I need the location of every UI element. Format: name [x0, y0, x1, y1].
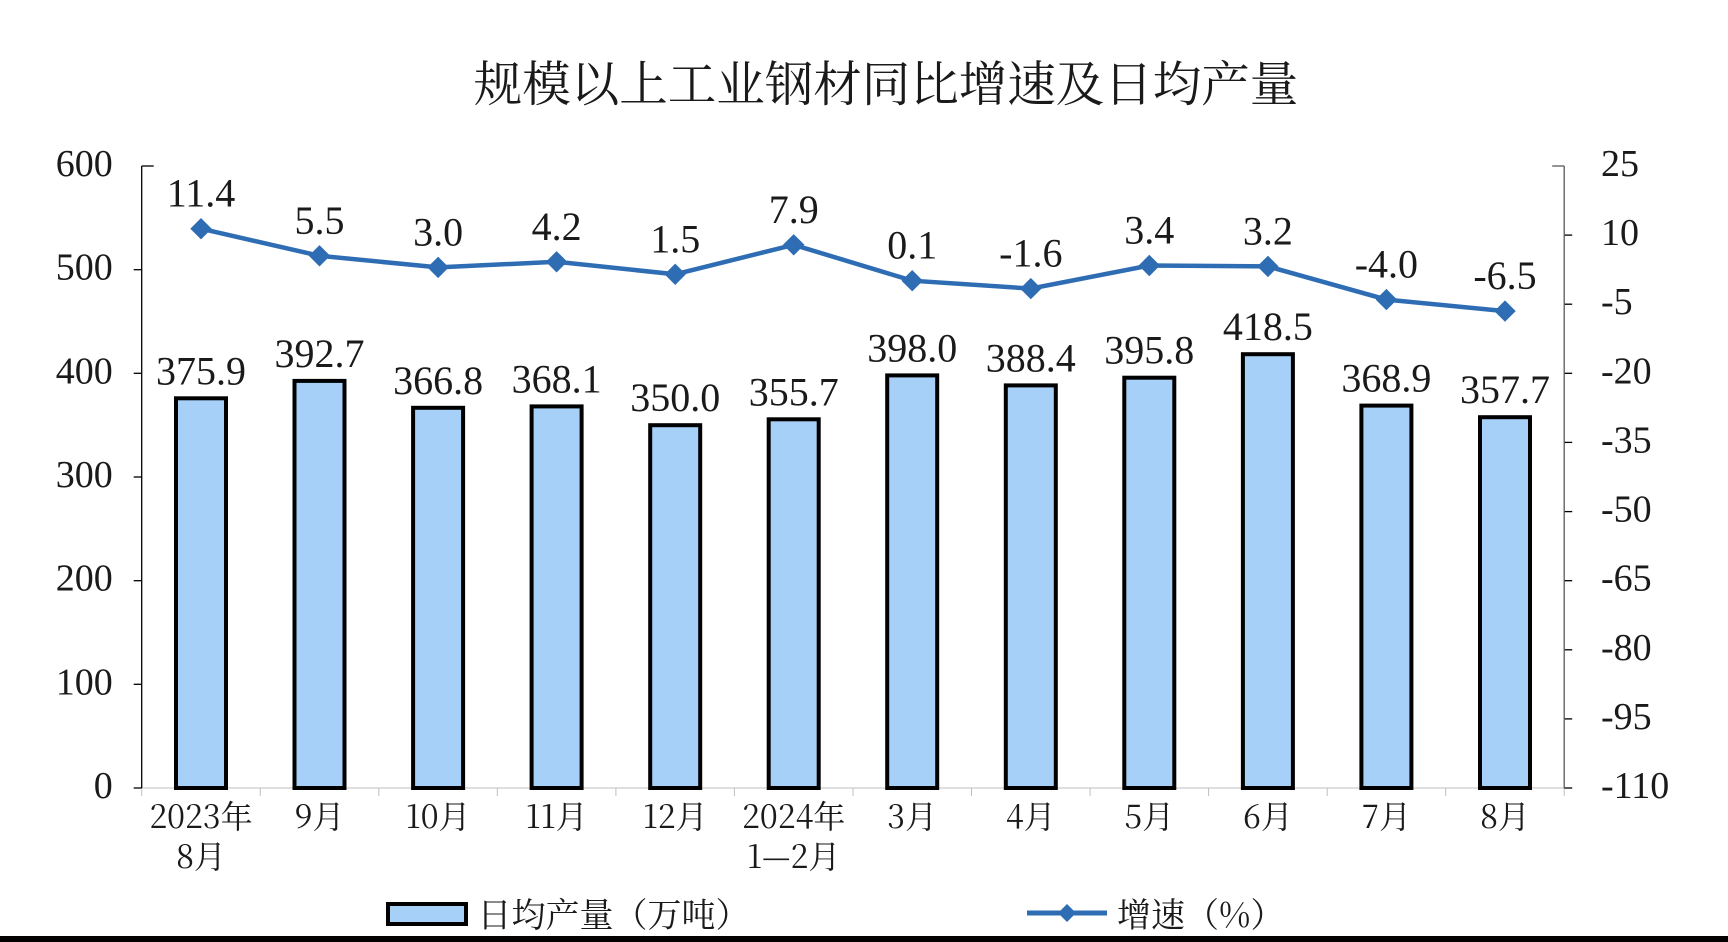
- svg-text:7.9: 7.9: [769, 187, 819, 232]
- svg-text:10月: 10月: [406, 792, 471, 838]
- svg-text:25: 25: [1601, 143, 1639, 185]
- svg-text:11月: 11月: [526, 792, 588, 838]
- svg-text:392.7: 392.7: [275, 331, 365, 376]
- svg-text:200: 200: [56, 558, 113, 600]
- svg-text:400: 400: [56, 350, 113, 392]
- svg-text:10: 10: [1601, 212, 1639, 254]
- svg-text:1.5: 1.5: [650, 216, 700, 261]
- svg-text:-35: -35: [1601, 419, 1652, 461]
- svg-text:368.1: 368.1: [512, 356, 602, 401]
- svg-text:11.4: 11.4: [167, 171, 236, 216]
- svg-text:388.4: 388.4: [986, 335, 1076, 380]
- svg-text:-95: -95: [1601, 696, 1652, 738]
- svg-text:6月: 6月: [1243, 792, 1293, 838]
- svg-text:-6.5: -6.5: [1473, 253, 1536, 298]
- svg-text:3.2: 3.2: [1243, 208, 1293, 253]
- svg-text:355.7: 355.7: [749, 369, 839, 414]
- svg-text:350.0: 350.0: [630, 375, 720, 420]
- svg-text:500: 500: [56, 247, 113, 289]
- svg-text:300: 300: [56, 454, 113, 496]
- svg-text:366.8: 366.8: [393, 358, 483, 403]
- svg-text:12月: 12月: [643, 792, 708, 838]
- svg-text:4.2: 4.2: [532, 204, 582, 249]
- svg-text:0.1: 0.1: [887, 223, 937, 268]
- svg-text:-4.0: -4.0: [1355, 242, 1418, 287]
- svg-text:368.9: 368.9: [1341, 356, 1431, 401]
- svg-text:9月: 9月: [295, 792, 345, 838]
- svg-text:357.7: 357.7: [1460, 367, 1550, 412]
- svg-text:375.9: 375.9: [156, 348, 246, 393]
- svg-text:3月: 3月: [887, 792, 937, 838]
- svg-text:418.5: 418.5: [1223, 304, 1313, 349]
- svg-text:8月: 8月: [1480, 792, 1530, 838]
- svg-text:-80: -80: [1601, 627, 1652, 669]
- svg-text:-50: -50: [1601, 489, 1652, 531]
- svg-text:8月: 8月: [176, 832, 226, 878]
- svg-text:100: 100: [56, 661, 113, 703]
- svg-text:3.0: 3.0: [413, 209, 463, 254]
- svg-text:395.8: 395.8: [1104, 328, 1194, 373]
- svg-text:398.0: 398.0: [867, 325, 957, 370]
- svg-text:3.4: 3.4: [1124, 208, 1174, 253]
- svg-text:600: 600: [56, 143, 113, 185]
- svg-text:-5: -5: [1601, 281, 1633, 323]
- svg-text:-65: -65: [1601, 558, 1652, 600]
- svg-text:5.5: 5.5: [295, 198, 345, 243]
- svg-text:-20: -20: [1601, 350, 1652, 392]
- svg-text:0: 0: [94, 765, 113, 807]
- svg-text:5月: 5月: [1124, 792, 1174, 838]
- svg-text:1—2月: 1—2月: [747, 832, 840, 878]
- svg-text:7月: 7月: [1362, 792, 1412, 838]
- svg-text:-110: -110: [1601, 765, 1669, 807]
- svg-text:4月: 4月: [1006, 792, 1056, 838]
- svg-text:-1.6: -1.6: [999, 231, 1062, 276]
